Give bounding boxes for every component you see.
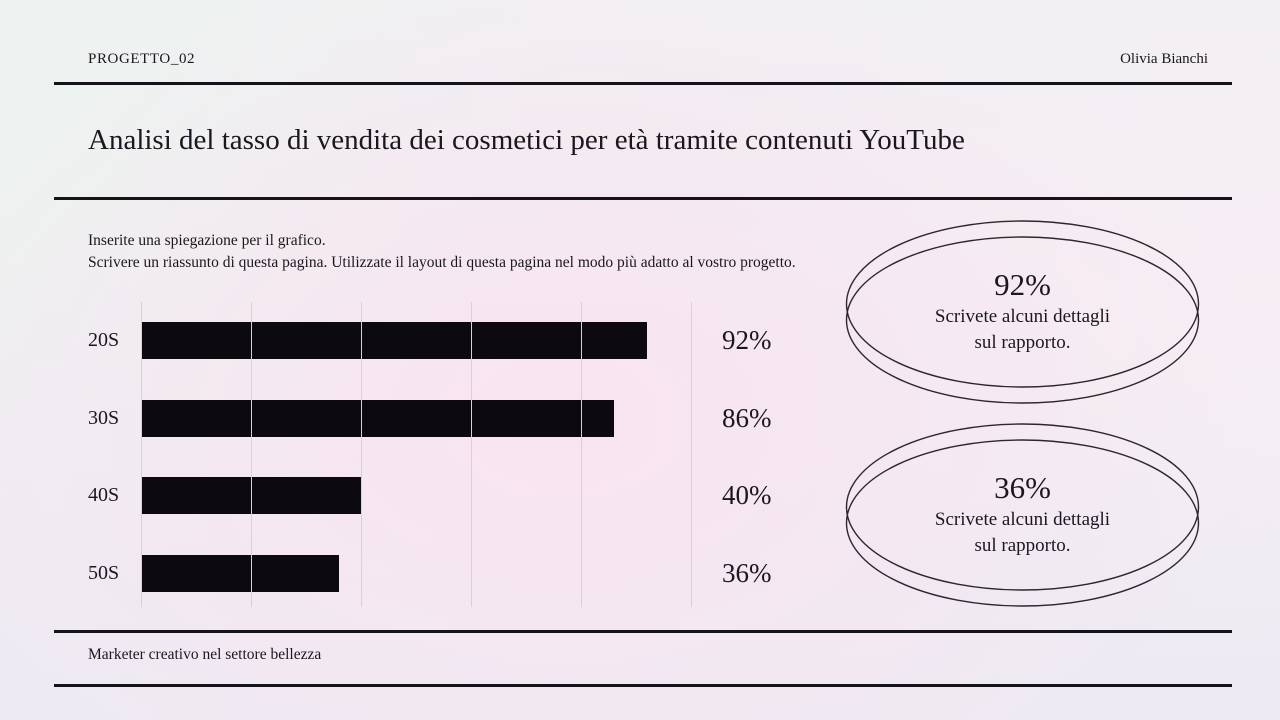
callout-92-detail-1: Scrivete alcuni dettagli: [934, 306, 1111, 327]
category-label-30s: 30S: [88, 407, 120, 429]
callout-92-detail-2: sul rapporto.: [974, 332, 1071, 353]
description-line-1: Inserite una spiegazione per il grafico.: [88, 232, 326, 249]
callout-36-value: 36%: [994, 470, 1051, 505]
chart-gridline: [471, 302, 472, 607]
bar-20s: [141, 322, 647, 359]
category-label-40s: 40S: [88, 484, 120, 506]
double-ellipse-shape: [845, 220, 1200, 404]
project-label: PROGETTO_02: [88, 51, 196, 67]
value-label-20s: 92%: [722, 325, 772, 355]
callout-36-detail-1: Scrivete alcuni dettagli: [934, 509, 1111, 530]
chart-plot-area: [141, 302, 692, 607]
chart-gridline: [361, 302, 362, 607]
chart-description: Inserite una spiegazione per il grafico.…: [88, 230, 796, 273]
description-line-2: Scrivere un riassunto di questa pagina. …: [88, 253, 796, 271]
bar-50s: [141, 555, 339, 592]
author-name: Olivia Bianchi: [1120, 51, 1208, 67]
callout-92-text: 92% Scrivete alcuni dettagli sul rapport…: [840, 214, 1205, 410]
callout-92: 92% Scrivete alcuni dettagli sul rapport…: [840, 214, 1205, 410]
page-title: Analisi del tasso di vendita dei cosmeti…: [88, 124, 965, 156]
category-label-20s: 20S: [88, 329, 120, 351]
footer-divider-bottom: [54, 684, 1232, 687]
callout-92-value: 92%: [994, 267, 1051, 302]
category-label-50s: 50S: [88, 562, 120, 584]
callout-36-detail-2: sul rapporto.: [974, 535, 1071, 556]
callout-36: 36% Scrivete alcuni dettagli sul rapport…: [840, 417, 1205, 613]
chart-gridline: [581, 302, 582, 607]
bar-30s: [141, 400, 614, 437]
value-label-30s: 86%: [722, 403, 772, 433]
value-label-50s: 36%: [722, 558, 772, 588]
title-divider: [54, 197, 1232, 200]
header-divider: [54, 82, 1232, 85]
value-label-40s: 40%: [722, 480, 772, 510]
chart-gridline: [691, 302, 692, 607]
chart-gridline: [251, 302, 252, 607]
chart-gridline: [141, 302, 142, 607]
double-ellipse-shape: [845, 423, 1200, 607]
footer-divider-top: [54, 630, 1232, 633]
callout-36-text: 36% Scrivete alcuni dettagli sul rapport…: [840, 417, 1205, 613]
footer-role: Marketer creativo nel settore bellezza: [88, 646, 322, 663]
